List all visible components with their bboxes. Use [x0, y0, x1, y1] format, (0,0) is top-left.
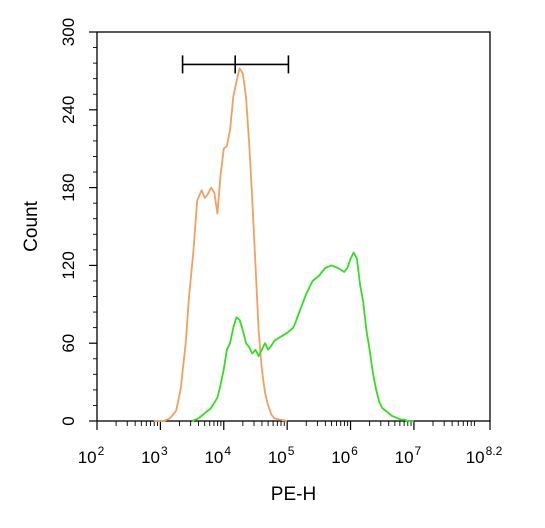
y-tick-label: 300 [59, 18, 78, 46]
y-tick-label: 180 [59, 173, 78, 201]
y-axis-title: Count [21, 200, 42, 251]
y-tick-label: 120 [59, 251, 78, 279]
histogram-line-1 [154, 67, 288, 422]
x-axis-title: PE-H [271, 484, 316, 505]
series-layer [154, 67, 414, 422]
x-tick-label: 102 [78, 444, 105, 467]
x-tick-label: 107 [395, 444, 422, 467]
x-tick-label: 108.2 [466, 444, 503, 467]
x-tick-label: 103 [141, 444, 168, 467]
x-tick-label: 106 [331, 444, 358, 467]
x-tick-label: 104 [204, 444, 231, 467]
range-bar-annotation [181, 55, 290, 74]
x-tick-labels: 102 103 104 105 106 107 108.2 [78, 444, 503, 467]
plot-frame [96, 31, 491, 422]
y-tick-labels: 0 60 120 180 240 300 [59, 18, 78, 426]
x-tick-label: 105 [268, 444, 295, 467]
x-major-ticks [96, 421, 491, 430]
y-tick-label: 240 [59, 96, 78, 124]
histogram-line-2 [191, 251, 414, 422]
x-minor-ticks [115, 421, 475, 426]
y-tick-label: 0 [59, 416, 78, 425]
y-tick-label: 60 [59, 334, 78, 353]
y-ticks [89, 31, 97, 422]
